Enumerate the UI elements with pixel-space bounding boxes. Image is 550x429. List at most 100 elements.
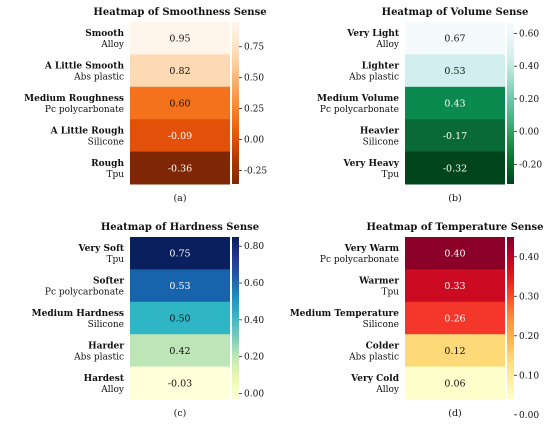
row-material-label: Silicone — [88, 320, 124, 330]
colorbar-tick-label: 0.60 — [244, 279, 264, 289]
colorbar-tick-label: 0.25 — [244, 105, 264, 115]
chart-title: Heatmap of Volume Sense — [382, 7, 529, 18]
row-label: Smooth — [85, 29, 124, 39]
heatmap-panel: Heatmap of Volume Sense 0.67 Very LightAll… — [317, 7, 542, 204]
chart-title: Heatmap of Hardness Sense — [101, 222, 259, 233]
cell-value-label: -0.03 — [168, 378, 192, 389]
heatmap-cell — [405, 301, 505, 335]
row-label: Very Cold — [350, 374, 400, 384]
cell-value-label: 0.26 — [444, 314, 465, 325]
cell-value-label: 0.82 — [169, 66, 190, 77]
colorbar — [232, 237, 239, 399]
colorbar-tick-label: 0.20 — [244, 353, 264, 363]
row-label: Very Light — [346, 29, 400, 39]
row-label: Very Heavy — [342, 159, 399, 169]
row-label: Softer — [93, 277, 124, 287]
colorbar — [232, 22, 239, 184]
colorbar-tick-label: -0.20 — [519, 160, 542, 170]
colorbar-tick-label: 0.30 — [519, 292, 539, 302]
cell-value-label: 0.12 — [444, 346, 465, 357]
row-material-label: Silicone — [363, 137, 399, 147]
panel-caption: (a) — [173, 193, 186, 204]
row-material-label: Abs plastic — [348, 352, 399, 362]
row-label: Rough — [91, 159, 124, 169]
colorbar-tick-label: 0.00 — [244, 135, 264, 145]
row-material-label: Abs plastic — [348, 73, 399, 83]
cell-value-label: 0.95 — [169, 34, 190, 45]
heatmap-cell — [130, 119, 230, 153]
row-label: Harder — [88, 341, 124, 351]
chart-title: Heatmap of Smoothness Sense — [93, 7, 266, 18]
heatmap-cell — [405, 151, 505, 185]
heatmap-cell — [405, 22, 505, 55]
heatmap-cell — [405, 237, 505, 270]
cell-value-label: 0.75 — [169, 249, 190, 260]
heatmap-cell — [405, 269, 505, 303]
row-label: Heavier — [360, 126, 399, 136]
colorbar-tick-label: 0.40 — [519, 253, 539, 263]
cell-value-label: 0.06 — [444, 378, 465, 389]
colorbar-tick-label: 0.60 — [519, 29, 539, 39]
row-label: A Little Smooth — [44, 62, 125, 72]
row-label: Hardest — [84, 374, 125, 384]
cell-value-label: 0.43 — [444, 99, 465, 110]
row-material-label: Pc polycarbonate — [320, 105, 399, 115]
colorbar — [507, 22, 514, 184]
heatmap-panel: Heatmap of Hardness Sense 0.75 Very SoftTp… — [32, 222, 265, 419]
panel-caption: (b) — [448, 193, 462, 204]
row-label: Medium Temperature — [290, 309, 400, 319]
row-material-label: Alloy — [100, 40, 125, 50]
cell-value-label: -0.36 — [168, 163, 192, 174]
row-material-label: Pc polycarbonate — [45, 288, 124, 298]
colorbar-tick-label: 0.20 — [519, 95, 539, 105]
heatmap-cell — [130, 54, 230, 88]
row-material-label: Abs plastic — [73, 73, 124, 83]
cell-value-label: 0.33 — [444, 281, 465, 292]
heatmap-cell — [405, 334, 505, 368]
colorbar-tick-label: 0.75 — [244, 43, 264, 53]
heatmap-cell — [130, 22, 230, 55]
row-label: Medium Roughness — [24, 94, 124, 104]
cell-value-label: 0.42 — [169, 346, 190, 357]
heatmap-cell — [405, 119, 505, 153]
colorbar-tick-label: 0.20 — [519, 332, 539, 342]
heatmap-panel: Heatmap of Smoothness Sense 0.95 SmoothAll… — [24, 7, 267, 204]
row-material-label: Alloy — [375, 385, 400, 395]
heatmap-cell — [130, 366, 230, 400]
row-label: Lighter — [362, 62, 399, 72]
row-label: Colder — [366, 341, 400, 351]
colorbar — [507, 237, 514, 399]
colorbar-tick-label: 0.10 — [519, 371, 539, 381]
colorbar-tick-label: 0.00 — [519, 128, 539, 138]
heatmap-panel: Heatmap of Temperature Sense 0.40 Very War… — [290, 222, 544, 421]
row-material-label: Pc polycarbonate — [320, 255, 399, 265]
heatmap-cell — [405, 366, 505, 400]
heatmap-cell — [130, 86, 230, 120]
panel-caption: (c) — [174, 408, 187, 419]
chart-title: Heatmap of Temperature Sense — [366, 222, 543, 233]
cell-value-label: -0.32 — [443, 163, 467, 174]
row-material-label: Alloy — [375, 40, 400, 50]
colorbar-tick-label: 0.00 — [244, 389, 264, 399]
heatmap-cell — [130, 301, 230, 335]
cell-value-label: 0.60 — [169, 99, 190, 110]
heatmap-cell — [130, 237, 230, 270]
row-material-label: Tpu — [381, 288, 399, 298]
colorbar-tick-label: 0.40 — [244, 316, 264, 326]
panel-caption: (d) — [448, 408, 462, 419]
row-label: Medium Hardness — [32, 309, 124, 319]
row-material-label: Tpu — [106, 170, 124, 180]
cell-value-label: -0.09 — [168, 131, 192, 142]
cell-value-label: -0.17 — [443, 131, 467, 142]
row-material-label: Alloy — [100, 385, 125, 395]
row-label: Very Warm — [344, 244, 400, 254]
cell-value-label: 0.67 — [444, 34, 465, 45]
row-label: Warmer — [358, 277, 399, 287]
heatmap-cell — [405, 54, 505, 88]
colorbar-tick-label: 0.50 — [244, 74, 264, 84]
row-material-label: Tpu — [381, 170, 399, 180]
row-material-label: Pc polycarbonate — [45, 105, 124, 115]
heatmap-cell — [130, 151, 230, 185]
row-material-label: Silicone — [363, 320, 399, 330]
